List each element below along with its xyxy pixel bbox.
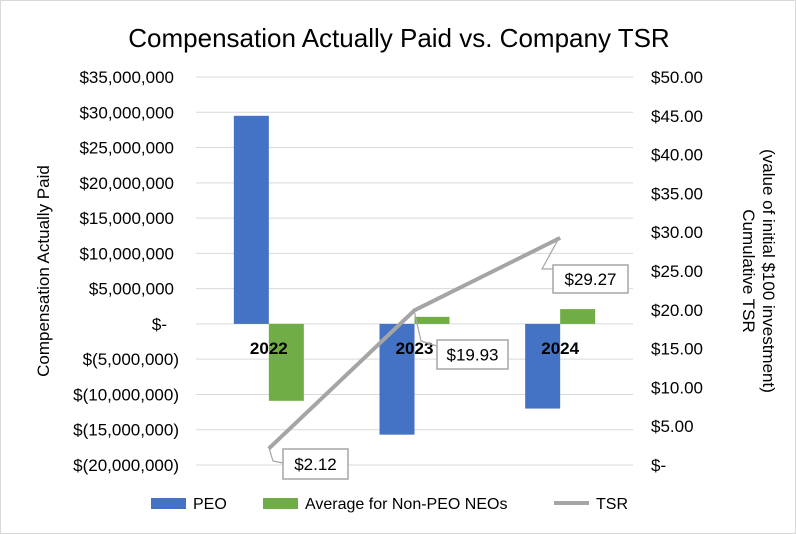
data-label-box: [436, 339, 509, 370]
y2-tick-label: $-: [651, 456, 666, 475]
data-label-box: [282, 448, 349, 480]
legend-label: Average for Non-PEO NEOs: [305, 496, 507, 513]
tsr-data-label: $2.12: [294, 455, 337, 474]
bar-non-peo-2024: [560, 309, 596, 324]
category-label: 2023: [396, 339, 434, 358]
chart-title: Compensation Actually Paid vs. Company T…: [128, 23, 669, 53]
legend-swatch: [263, 498, 298, 509]
y2-tick-label: $25.00: [651, 262, 703, 281]
y-tick-label: $30,000,000: [79, 103, 174, 122]
bar-peo-2022: [233, 115, 269, 324]
tsr-data-label: $29.27: [565, 270, 617, 289]
y-tick-label: $-: [152, 315, 167, 334]
data-label-leader: [540, 237, 560, 270]
y-tick-label: $(20,000,000): [73, 456, 179, 475]
y2-tick-label: $30.00: [651, 223, 703, 242]
y2-tick-label: $10.00: [651, 378, 703, 397]
y2-axis-title-line1: Cumulative TSR: [739, 209, 758, 332]
y2-tick-label: $15.00: [651, 340, 703, 359]
tsr-data-label: $19.93: [447, 346, 499, 365]
legend-swatch: [151, 498, 186, 509]
y2-tick-label: $35.00: [651, 184, 703, 203]
y2-axis-title-line2: (value of initial $100 investment): [759, 149, 778, 393]
y2-tick-label: $40.00: [651, 146, 703, 165]
y-tick-label: $(15,000,000): [73, 421, 179, 440]
y-axis-title: Compensation Actually Paid: [34, 165, 53, 377]
y-tick-label: $15,000,000: [79, 209, 174, 228]
y-tick-label: $10,000,000: [79, 244, 174, 263]
bar-peo-2023: [379, 323, 415, 435]
y-tick-label: $(10,000,000): [73, 385, 179, 404]
y-tick-label: $5,000,000: [89, 280, 174, 299]
bar-non-peo-2022: [268, 323, 304, 401]
legend-label: TSR: [596, 496, 628, 513]
category-label: 2022: [250, 339, 288, 358]
y-tick-label: $25,000,000: [79, 139, 174, 158]
data-label-box: [552, 264, 629, 294]
bar-peo-2024: [525, 323, 561, 409]
y-tick-label: $20,000,000: [79, 174, 174, 193]
y2-tick-label: $20.00: [651, 301, 703, 320]
data-label-leader: [413, 309, 438, 347]
y2-tick-label: $5.00: [651, 417, 694, 436]
category-label: 2024: [541, 339, 579, 358]
legend-label: PEO: [193, 496, 227, 513]
y-tick-label: $35,000,000: [79, 68, 174, 87]
y-tick-label: $(5,000,000): [83, 350, 179, 369]
y2-tick-label: $45.00: [651, 107, 703, 126]
data-label-leader: [268, 447, 284, 464]
bar-non-peo-2023: [414, 316, 450, 324]
y2-tick-label: $50.00: [651, 68, 703, 87]
